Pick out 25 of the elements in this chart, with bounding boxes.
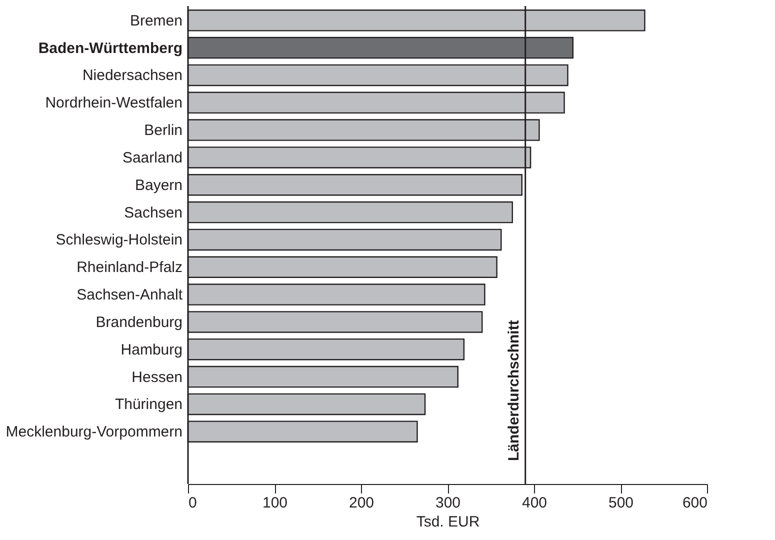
x-tick-label: 500 bbox=[608, 494, 634, 512]
y-tick-label: Bayern bbox=[134, 176, 182, 194]
y-tick-label: Mecklenburg-Vorpommern bbox=[6, 424, 182, 441]
y-tick-label: Schleswig-Holstein bbox=[56, 232, 182, 249]
y-tick-label: Sachsen-Anhalt bbox=[76, 286, 184, 304]
y-tick-label: Berlin bbox=[144, 122, 182, 140]
x-tick-label: 600 bbox=[682, 494, 708, 512]
ref-line-label: Länderdurchschnitt bbox=[505, 320, 522, 461]
x-tick-label: 300 bbox=[435, 494, 461, 512]
x-axis-title: Tsd. EUR bbox=[416, 514, 480, 530]
y-tick-label: Thüringen bbox=[114, 396, 182, 414]
y-tick-label: Bremen bbox=[130, 12, 182, 30]
y-tick-label: Hessen bbox=[132, 368, 182, 386]
x-tick-label: 200 bbox=[348, 494, 374, 512]
y-tick-label: Baden-Württemberg bbox=[38, 40, 182, 57]
x-tick-label: 400 bbox=[522, 494, 548, 512]
y-tick-label: Rheinland-Pfalz bbox=[76, 259, 182, 276]
y-tick-label: Hamburg bbox=[120, 341, 182, 358]
y-tick-label: Nordrhein-Westfalen bbox=[45, 94, 182, 112]
y-tick-label: Saarland bbox=[122, 149, 182, 166]
y-tick-label: Sachsen bbox=[124, 204, 182, 222]
y-tick-label: Brandenburg bbox=[96, 314, 182, 331]
x-tick-label: 0 bbox=[188, 494, 197, 512]
x-tick-label: 100 bbox=[262, 494, 288, 512]
y-tick-label: Niedersachsen bbox=[82, 67, 182, 84]
